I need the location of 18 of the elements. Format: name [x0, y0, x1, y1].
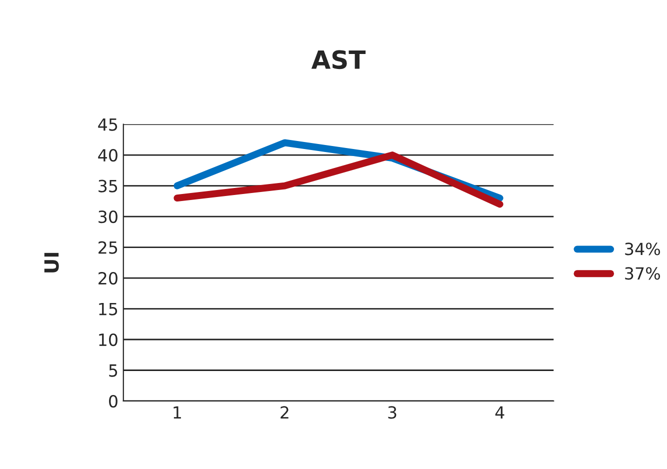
y-tick-label: 45	[98, 118, 118, 131]
x-tick-label: 3	[388, 406, 396, 419]
legend-label: 34%	[625, 242, 660, 256]
y-tick-label: 25	[98, 241, 118, 254]
x-tick-label: 4	[495, 406, 504, 419]
y-tick-label: 5	[109, 364, 118, 377]
legend-label: 37%	[625, 267, 660, 280]
y-tick-label: 20	[98, 272, 118, 285]
y-tick-label: 15	[99, 302, 118, 316]
y-axis-title: UI	[44, 252, 59, 272]
x-tick-label: 2	[280, 406, 288, 419]
y-tick-label: 10	[99, 333, 118, 346]
y-tick-label: 40	[98, 148, 118, 162]
x-tick-label: 1	[174, 406, 181, 419]
y-tick-label: 35	[98, 180, 118, 192]
y-tick-label: 0	[109, 394, 118, 408]
chart-title: AST	[311, 50, 366, 70]
y-tick-label: 30	[98, 210, 118, 224]
